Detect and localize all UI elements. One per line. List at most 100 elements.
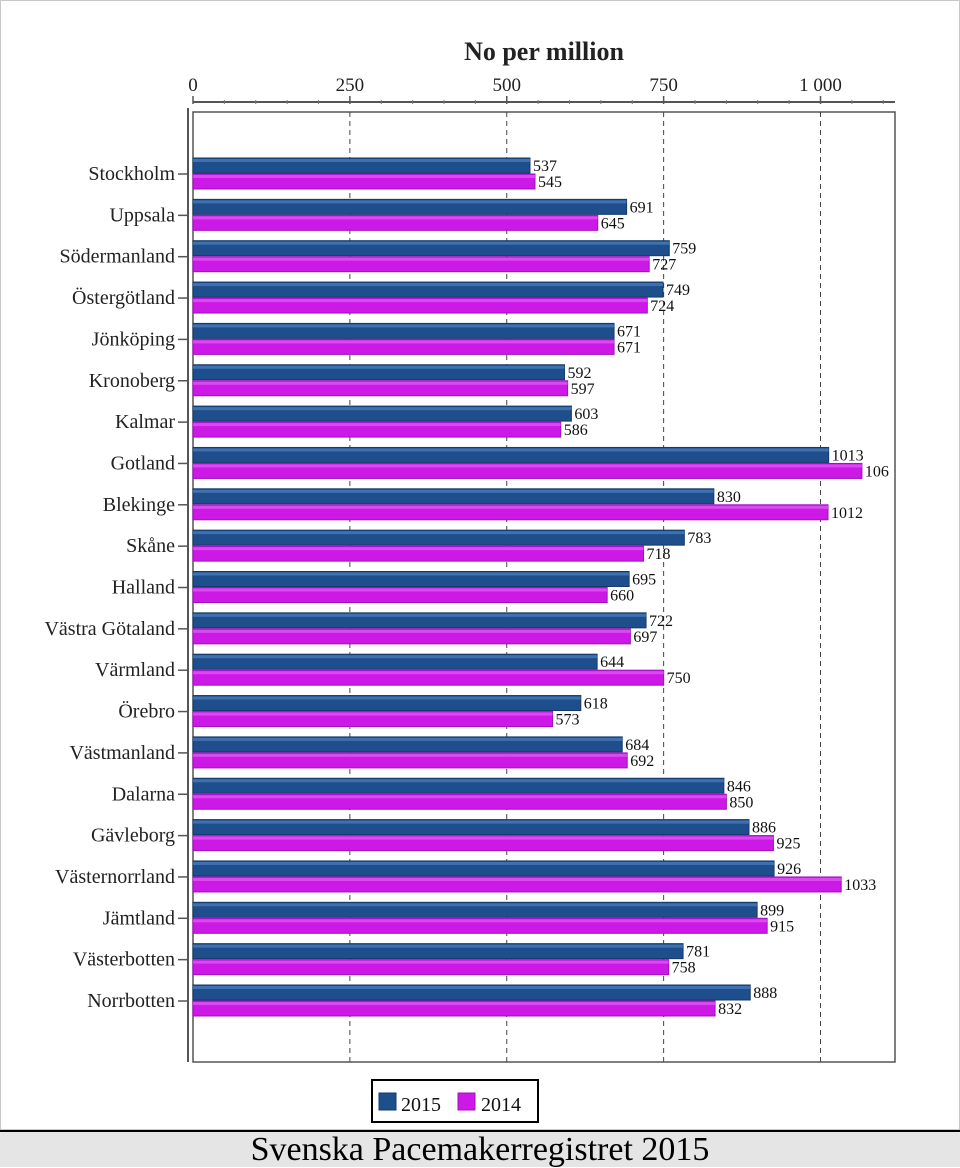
category-label: Skåne (126, 535, 175, 557)
bar-highlight (193, 547, 644, 551)
bar-chart: No per million 0 250 500 750 1 000 Stockholm 53… (0, 0, 960, 1130)
bar-highlight (193, 779, 724, 783)
data-label: 695 (632, 572, 656, 589)
bar-highlight (193, 986, 751, 989)
data-label: 586 (564, 422, 588, 439)
data-label: 846 (727, 778, 751, 795)
data-label: 1012 (831, 505, 863, 522)
bar-highlight (193, 407, 572, 411)
bar-highlight (193, 175, 535, 178)
data-label: 644 (600, 654, 624, 671)
bar-highlight (193, 753, 628, 757)
footer-caption: Svenska Pacemakerregistret 2015 (0, 1130, 960, 1168)
legend-label-2015: 2015 (401, 1094, 441, 1116)
data-label: 671 (617, 339, 641, 356)
data-label: 724 (650, 298, 674, 315)
bar-highlight (193, 919, 768, 923)
category-label: Västmanland (69, 742, 175, 764)
category-label: Västernorrland (55, 866, 175, 888)
data-label: 750 (667, 670, 691, 687)
bar-highlight (193, 200, 627, 204)
data-label: 691 (630, 199, 654, 216)
data-label: 645 (601, 215, 625, 232)
data-label: 832 (718, 1001, 742, 1018)
data-label: 758 (672, 960, 696, 977)
data-label: 899 (760, 902, 784, 919)
bar-highlight (193, 464, 862, 468)
data-label: 1013 (832, 447, 864, 464)
data-label: 830 (717, 489, 741, 506)
category-label: Stockholm (88, 163, 175, 185)
bar-highlight (193, 448, 829, 452)
bar-highlight (193, 655, 598, 659)
bar-highlight (193, 960, 669, 964)
data-label: 886 (752, 820, 776, 837)
category-label: Gävleborg (91, 825, 175, 847)
bar-highlight (193, 696, 581, 700)
bar-highlight (193, 877, 842, 881)
category-label: Jönköping (92, 328, 175, 350)
data-label: 660 (610, 588, 634, 605)
category-label: Västra Götaland (44, 618, 175, 640)
category-label: Dalarna (112, 783, 175, 805)
data-label: 684 (625, 737, 649, 754)
data-label: 106 (865, 463, 889, 480)
legend-label-2014: 2014 (481, 1094, 521, 1116)
bar-highlight (193, 241, 670, 245)
category-label: Västerbotten (73, 949, 175, 971)
bar-highlight (193, 531, 685, 535)
bar-highlight (193, 505, 829, 509)
data-label: 888 (753, 985, 777, 1002)
bar-highlight (193, 944, 684, 948)
x-tick-label: 0 (188, 75, 198, 96)
x-tick-label: 500 (493, 75, 522, 96)
category-label: Blekinge (103, 494, 175, 516)
data-label: 925 (776, 836, 800, 853)
bar-highlight (193, 423, 561, 427)
bar-highlight (193, 257, 650, 261)
bar-highlight (193, 737, 623, 741)
data-label: 692 (630, 753, 654, 770)
bar-highlight (193, 836, 774, 840)
category-label: Kalmar (115, 411, 175, 433)
x-tick-label: 750 (649, 75, 678, 96)
bar-highlight (193, 795, 727, 799)
category-label: Kronoberg (89, 370, 175, 392)
category-label: Jämtland (103, 907, 175, 929)
bar-highlight (193, 629, 631, 633)
data-label: 781 (686, 944, 710, 961)
x-tick-label: 1 000 (799, 75, 842, 96)
category-label: Södermanland (59, 246, 175, 268)
category-label: Norrbotten (87, 990, 175, 1012)
data-label: 718 (647, 546, 671, 563)
data-label: 722 (649, 613, 673, 630)
bar-highlight (193, 588, 608, 592)
legend-swatch-2015 (378, 1092, 397, 1111)
category-label: Halland (112, 577, 175, 599)
data-label: 671 (617, 323, 641, 340)
bar-highlight (193, 283, 663, 287)
bar-highlight (193, 159, 530, 162)
category-label: Värmland (95, 659, 175, 681)
bar-highlight (193, 613, 647, 617)
bar-highlight (193, 1002, 716, 1005)
bar-highlight (193, 365, 565, 369)
bar-highlight (193, 489, 714, 493)
bar-highlight (193, 381, 568, 385)
data-label: 727 (652, 257, 676, 274)
bar-highlight (193, 340, 615, 344)
bar-highlight (193, 820, 749, 824)
bar-highlight (193, 572, 630, 576)
data-label: 749 (666, 282, 690, 299)
bar-highlight (193, 324, 615, 328)
data-label: 783 (687, 530, 711, 547)
data-label: 915 (770, 918, 794, 935)
category-label: Gotland (111, 452, 175, 474)
legend-box (371, 1079, 539, 1123)
chart-title: No per million (464, 37, 624, 66)
category-label: Uppsala (109, 204, 175, 226)
data-label: 603 (574, 406, 598, 423)
data-label: 545 (538, 174, 562, 191)
bar-highlight (193, 216, 598, 220)
bar-highlight (193, 299, 648, 303)
